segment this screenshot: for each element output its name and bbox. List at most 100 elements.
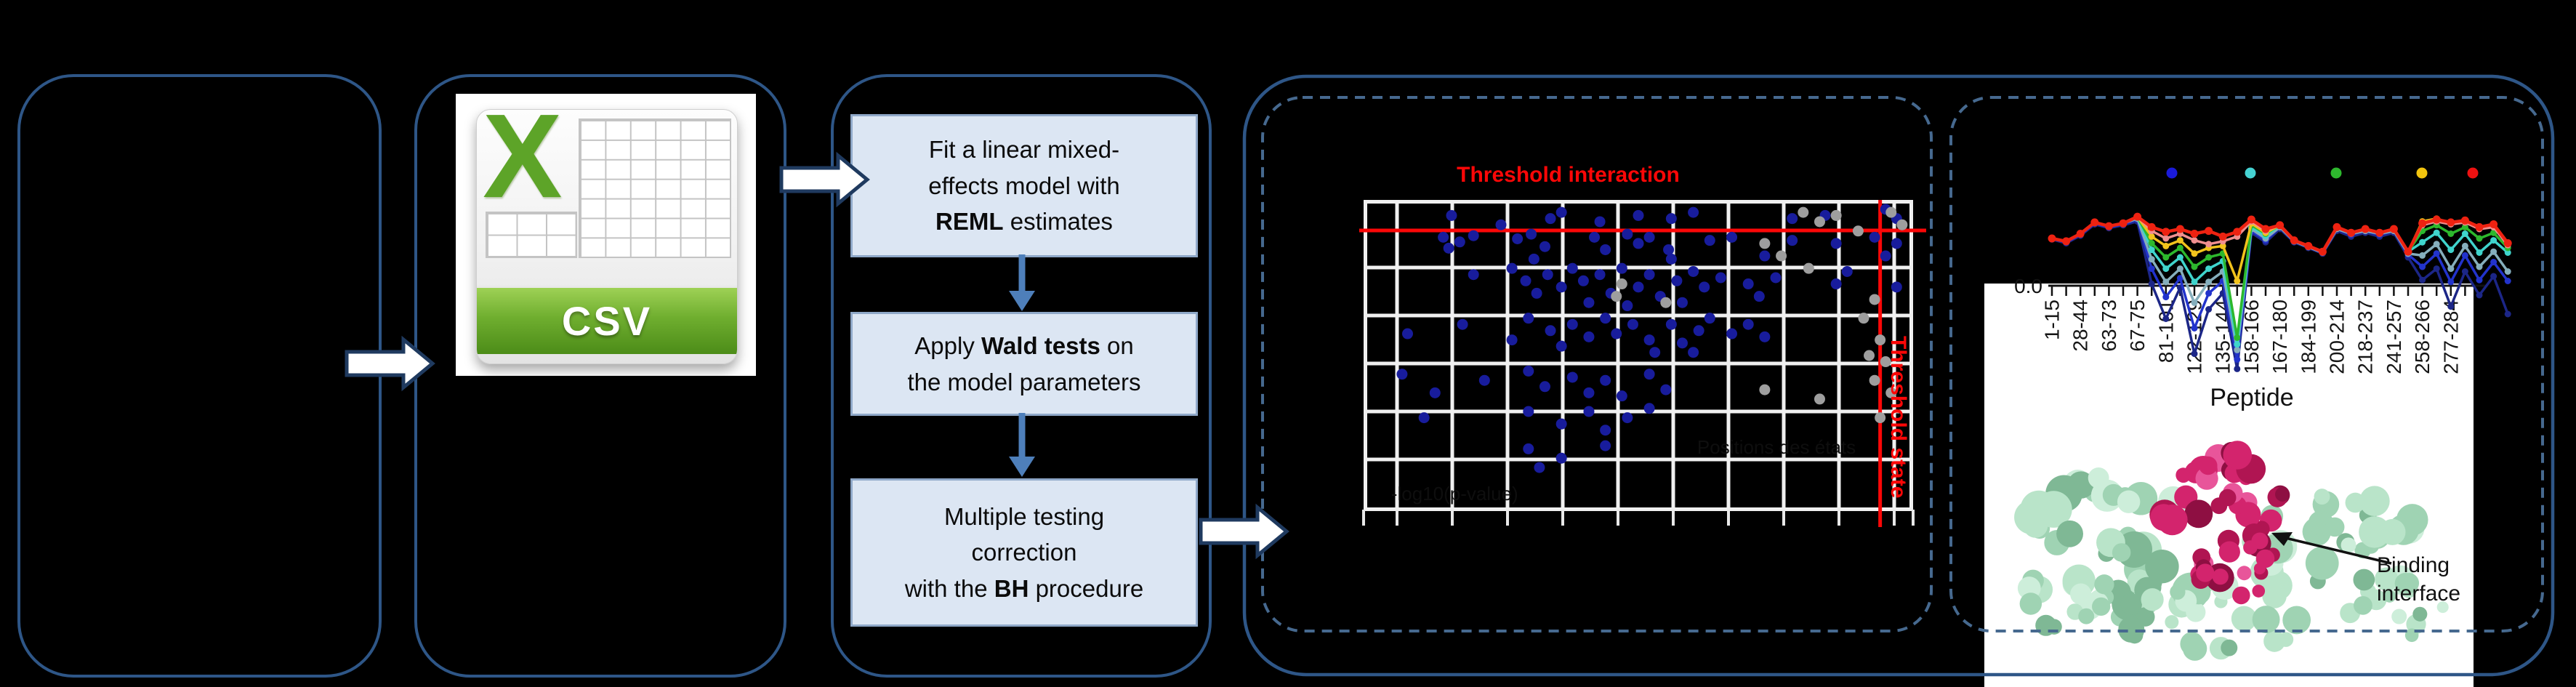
scatter-point-nonsignificant-peptides-gray [1875, 334, 1886, 346]
obscured-annotation: -log10(p-value) [1391, 483, 1518, 505]
scatter-point-significant-peptides-blue [1418, 412, 1430, 424]
flow-step-line: with the BH procedure [904, 574, 1144, 602]
csv-file-icon: X CSV [476, 109, 738, 364]
uptake-marker-red [2375, 228, 2384, 237]
protein-surface-blob [2223, 441, 2253, 470]
scatter-point-significant-peptides-blue [1622, 228, 1633, 240]
scatter-point-significant-peptides-blue [1726, 328, 1738, 340]
peptide-tick-label: 241-257 [2383, 300, 2405, 374]
threshold-interaction-label: Threshold interaction [1457, 163, 1680, 187]
protein-surface-blob [2165, 615, 2179, 630]
uptake-marker-navy [2447, 303, 2455, 310]
scatter-point-nonsignificant-peptides-gray [1616, 278, 1627, 290]
scatter-point-significant-peptides-blue [1688, 265, 1699, 277]
uptake-marker-red [2233, 228, 2242, 236]
protein-surface-blob [2218, 489, 2237, 507]
scatter-point-nonsignificant-peptides-gray [1776, 250, 1787, 262]
uptake-marker-red [2460, 216, 2469, 225]
protein-surface-blob [2170, 584, 2186, 600]
excel-x-icon: X [483, 109, 563, 222]
uptake-marker-red [2104, 222, 2113, 230]
flow-step-line: the model parameters [907, 368, 1141, 395]
protein-surface-blob [2391, 608, 2407, 624]
csv-file-image: X CSV [456, 94, 756, 376]
protein-surface-blob [2253, 563, 2266, 575]
uptake-marker-cadet [2176, 265, 2183, 273]
scatter-point-significant-peptides-blue [1555, 418, 1567, 430]
uptake-marker-navy [2419, 276, 2426, 284]
scatter-point-significant-peptides-blue [1555, 452, 1567, 464]
obscured-annotation: Positions des états [1697, 436, 1856, 458]
protein-surface-blob [2196, 563, 2215, 582]
scatter-point-significant-peptides-blue [1438, 231, 1449, 243]
uptake-marker-yellow [2148, 233, 2155, 240]
binding-interface-line2: interface [2377, 582, 2461, 606]
scatter-point-significant-peptides-blue [1545, 325, 1556, 337]
scatter-point-significant-peptides-blue [1643, 231, 1655, 243]
scatter-point-significant-peptides-blue [1555, 340, 1567, 352]
protein-surface-blob [2218, 541, 2240, 563]
scatter-point-nonsignificant-peptides-gray [1759, 238, 1771, 249]
spreadsheet-grid-large [579, 118, 731, 258]
uptake-marker-red [2190, 230, 2199, 238]
scatter-point-significant-peptides-blue [1600, 425, 1611, 436]
uptake-marker-navy [2504, 310, 2511, 318]
scatter-point-significant-peptides-blue [1539, 241, 1550, 252]
protein-surface-blob [2354, 595, 2372, 615]
scatter-point-nonsignificant-peptides-gray [1885, 206, 1897, 218]
uptake-marker-green [2176, 244, 2183, 252]
uptake-marker-yellow [2191, 250, 2198, 257]
uptake-marker-red [2432, 215, 2441, 224]
scatter-point-significant-peptides-blue [1600, 440, 1611, 451]
scatter-point-significant-peptides-blue [1566, 262, 1578, 274]
uptake-marker-cyan [2476, 249, 2483, 256]
uptake-marker-red [2318, 247, 2327, 256]
scatter-point-significant-peptides-blue [1665, 213, 1677, 225]
flow-step-line: effects model with [928, 172, 1120, 199]
protein-surface-blob [2182, 636, 2207, 661]
protein-surface-blob [2175, 467, 2191, 483]
peptide-tick-label: 200-214 [2326, 300, 2348, 374]
scatter-point-significant-peptides-blue [1495, 219, 1507, 230]
scatter-point-significant-peptides-blue [1526, 228, 1537, 240]
step-bh-correction: Multiple testing correction with the BH pr… [850, 478, 1198, 627]
scatter-point-significant-peptides-blue [1643, 403, 1655, 414]
uptake-marker-green [2148, 240, 2155, 246]
uptake-marker-blue [2148, 265, 2155, 273]
legend-dot-icon [2416, 167, 2428, 179]
scatter-point-significant-peptides-blue [1643, 269, 1655, 281]
uptake-marker-red [2418, 219, 2427, 228]
scatter-point-significant-peptides-blue [1506, 262, 1518, 274]
scatter-point-significant-peptides-blue [1880, 250, 1891, 262]
scatter-point-significant-peptides-blue [1676, 297, 1688, 308]
scatter-point-nonsignificant-peptides-gray [1852, 225, 1864, 237]
scatter-point-nonsignificant-peptides-gray [1869, 294, 1880, 305]
scatter-point-significant-peptides-blue [1611, 328, 1622, 340]
scatter-point-significant-peptides-blue [1759, 250, 1771, 262]
csv-format-label: CSV [561, 298, 653, 344]
legend-dot-icon [2166, 167, 2178, 179]
protein-surface-blob [2112, 543, 2131, 562]
uptake-marker-red [2147, 222, 2156, 231]
uptake-marker-red [2247, 215, 2255, 224]
scatter-point-nonsignificant-peptides-gray [1869, 374, 1880, 386]
uptake-marker-red [2404, 247, 2412, 256]
flow-connector-arrowhead-icon [1009, 291, 1035, 311]
uptake-marker-green [2191, 263, 2198, 270]
scatter-point-significant-peptides-blue [1566, 318, 1578, 330]
uptake-marker-blue [2504, 278, 2511, 284]
protein-surface-blob [2019, 592, 2042, 615]
threshold-scatter-plot: Positions des états -log10(p-value) [1359, 200, 1926, 527]
uptake-marker-red [2162, 228, 2170, 236]
peptide-tick-label: 167-180 [2269, 300, 2291, 374]
scatter-point-significant-peptides-blue [1512, 233, 1524, 244]
binding-interface-label: Binding interface [2377, 551, 2474, 608]
scatter-point-significant-peptides-blue [1742, 278, 1754, 290]
scatter-point-significant-peptides-blue [1830, 278, 1842, 290]
uptake-marker-red [2133, 212, 2142, 221]
scatter-point-significant-peptides-blue [1401, 328, 1413, 340]
scatter-point-significant-peptides-blue [1523, 406, 1534, 417]
scatter-point-significant-peptides-blue [1545, 213, 1556, 225]
protein-surface-blob [2094, 574, 2114, 595]
scatter-point-significant-peptides-blue [1583, 406, 1595, 417]
